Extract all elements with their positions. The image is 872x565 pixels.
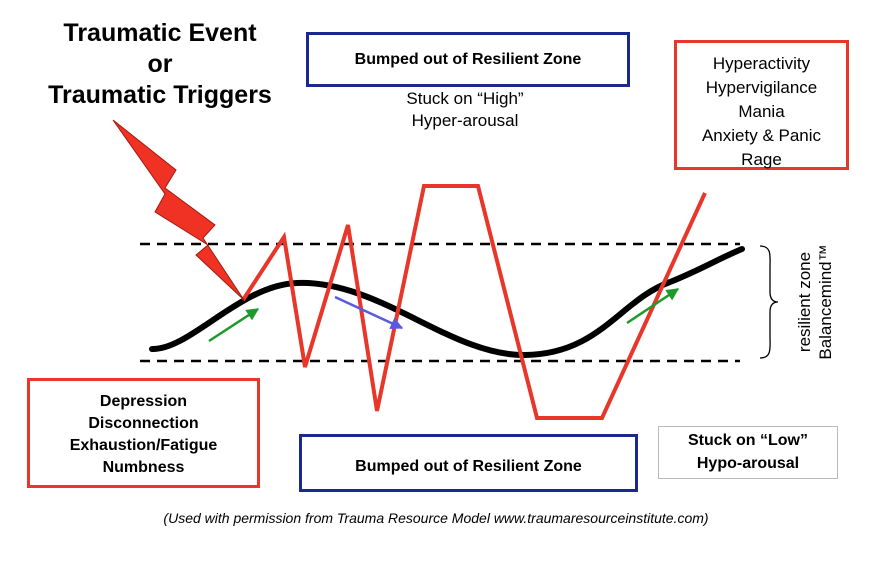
zone-top-label: Bumped out of Resilient Zone	[354, 51, 582, 68]
hyper-item: Anxiety & Panic	[701, 126, 822, 145]
stuck-low-line: Hypo-arousal	[696, 455, 800, 472]
stuck-high-line: Hyper-arousal	[411, 111, 519, 130]
title: Traumatic Event or Traumatic Triggers	[20, 18, 300, 111]
zone-bottom-label: Bumped out of Resilient Zone	[355, 458, 582, 475]
hyper-item: Mania	[738, 102, 785, 121]
hyper-item: Hyperactivity	[712, 54, 811, 73]
green-arrow-right	[626, 287, 680, 325]
depression-item: Numbness	[102, 459, 185, 476]
title-line: or	[147, 50, 173, 78]
side-label-line: Balancemind™	[816, 244, 835, 360]
blue-arrow	[334, 295, 404, 330]
side-label-line: resilient zone	[795, 251, 814, 353]
zone-brace	[759, 245, 779, 359]
hypoarousal-box: Depression Disconnection Exhaustion/Fati…	[27, 378, 260, 488]
stuck-high-line: Stuck on “High”	[406, 89, 524, 108]
balance-curve	[149, 246, 745, 359]
hyper-item: Hypervigilance	[705, 78, 818, 97]
title-line: Traumatic Triggers	[48, 81, 272, 109]
hyperarousal-box: Hyperactivity Hypervigilance Mania Anxie…	[674, 40, 849, 170]
depression-item: Exhaustion/Fatigue	[69, 437, 218, 454]
dysregulation-line	[241, 184, 707, 420]
depression-item: Disconnection	[88, 415, 199, 432]
green-arrow-left	[208, 307, 260, 343]
stuck-low-line: Stuck on “Low”	[688, 432, 808, 449]
stuck-low-box: Stuck on “Low” Hypo-arousal	[658, 426, 838, 479]
zone-top-box: Bumped out of Resilient Zone	[306, 32, 630, 87]
stuck-high-text: Stuck on “High” Hyper-arousal	[355, 88, 575, 132]
title-line: Traumatic Event	[63, 19, 257, 47]
caption: (Used with permission from Trauma Resour…	[163, 510, 709, 526]
hyper-item: Rage	[741, 150, 782, 169]
zone-bottom-box: Bumped out of Resilient Zone	[299, 434, 638, 492]
depression-item: Depression	[99, 393, 188, 410]
lightning-bolt-icon	[112, 119, 245, 301]
